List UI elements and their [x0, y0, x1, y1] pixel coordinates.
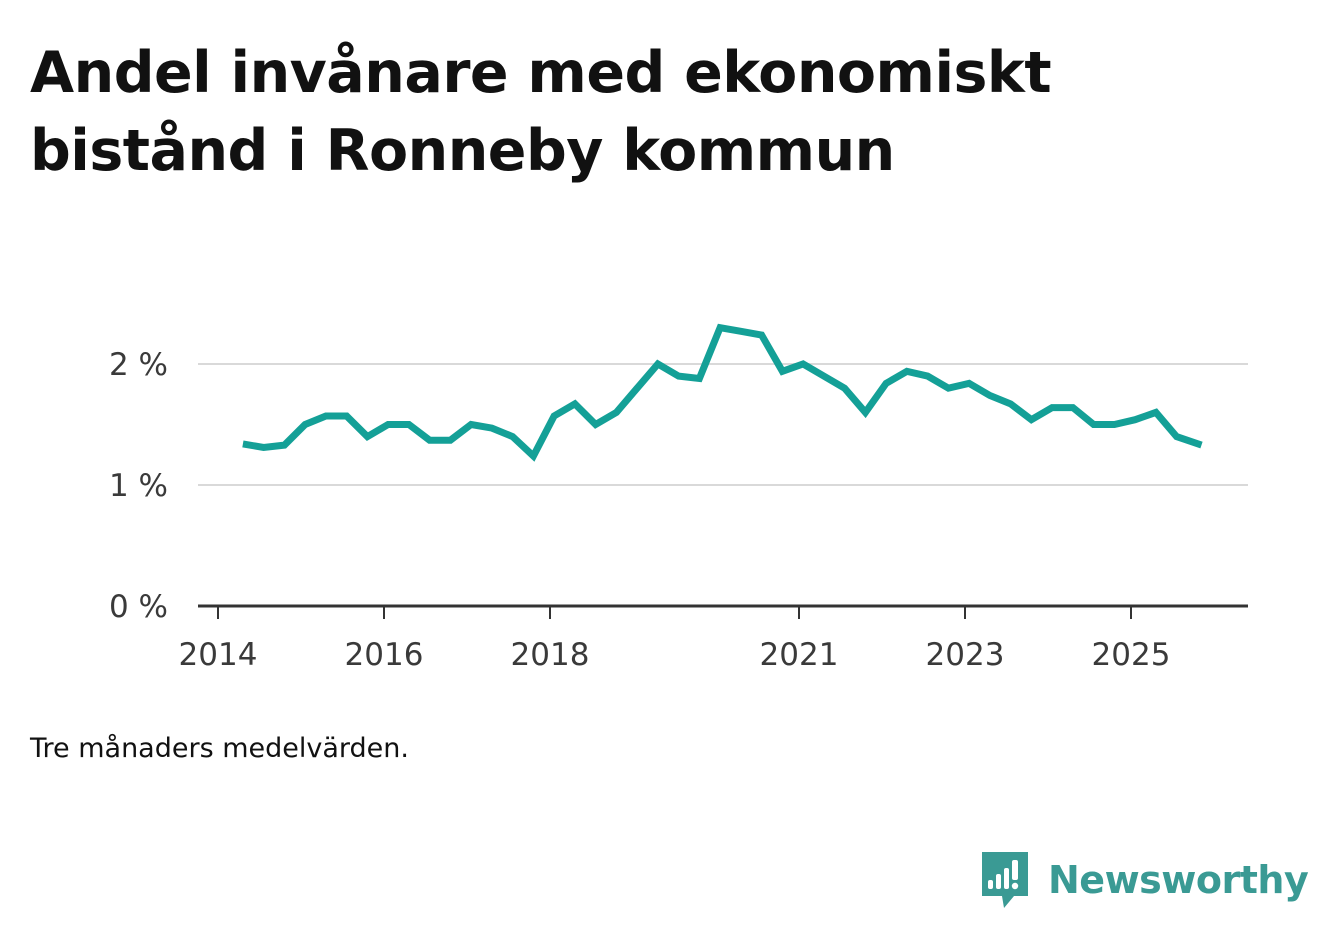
chart-note: Tre månaders medelvärden.	[30, 733, 409, 764]
y-tick-label: 0 %	[109, 589, 168, 625]
data-point	[924, 373, 931, 380]
data-point	[1007, 400, 1014, 407]
y-tick-label: 2 %	[109, 347, 168, 383]
data-point	[1111, 421, 1118, 428]
data-point	[530, 453, 537, 460]
data-point	[551, 413, 558, 420]
data-point	[260, 444, 267, 451]
data-point	[1132, 416, 1139, 423]
data-point	[302, 421, 309, 428]
data-point	[1028, 416, 1035, 423]
data-point	[239, 440, 246, 447]
data-point	[654, 361, 661, 368]
data-point	[841, 385, 848, 392]
data-point	[613, 409, 620, 416]
brand-name: Newsworthy	[1048, 858, 1309, 902]
data-point	[1198, 442, 1205, 449]
data-point	[717, 324, 724, 331]
y-axis-ticks: 0 % 1 % 2 %	[109, 347, 168, 625]
x-tick-label: 2025	[1092, 637, 1171, 673]
data-point	[447, 437, 454, 444]
data-point	[779, 368, 786, 375]
x-tick-label: 2018	[511, 637, 590, 673]
data-point	[1069, 404, 1076, 411]
data-point	[322, 413, 329, 420]
gridlines	[198, 363, 1248, 486]
data-point	[758, 332, 765, 339]
data-point	[945, 385, 952, 392]
x-tick-label: 2023	[926, 637, 1005, 673]
data-point	[696, 375, 703, 382]
x-axis-ticks: 2014 2016 2018 2021 2023 2025	[179, 606, 1171, 673]
series-layer	[239, 323, 1205, 462]
data-point	[405, 421, 412, 428]
data-point	[468, 421, 475, 428]
brand-logo: Newsworthy	[980, 850, 1309, 910]
x-tick-label: 2014	[179, 637, 258, 673]
data-point	[1173, 433, 1180, 440]
x-tick-label: 2021	[760, 637, 839, 673]
data-point	[364, 433, 371, 440]
data-point	[1090, 421, 1097, 428]
data-point	[1152, 409, 1159, 416]
data-point	[862, 409, 869, 416]
x-tick-label: 2016	[345, 637, 424, 673]
chart-title: Andel invånare med ekonomiskt bistånd i …	[30, 40, 1052, 184]
data-point	[385, 421, 392, 428]
data-point	[571, 400, 578, 407]
data-point	[488, 425, 495, 432]
data-point	[426, 437, 433, 444]
data-point	[903, 368, 910, 375]
data-point	[800, 361, 807, 368]
series-line-0	[242, 323, 1203, 462]
newsworthy-logo-icon	[982, 852, 1028, 908]
data-point	[343, 413, 350, 420]
data-point	[1049, 404, 1056, 411]
data-point	[966, 380, 973, 387]
data-point	[281, 442, 288, 449]
y-tick-label: 1 %	[109, 468, 168, 504]
data-point	[986, 392, 993, 399]
data-point	[592, 421, 599, 428]
data-point	[883, 380, 890, 387]
data-point	[509, 433, 516, 440]
data-point	[634, 385, 641, 392]
data-point	[737, 328, 744, 335]
data-point	[675, 373, 682, 380]
data-point	[820, 373, 827, 380]
